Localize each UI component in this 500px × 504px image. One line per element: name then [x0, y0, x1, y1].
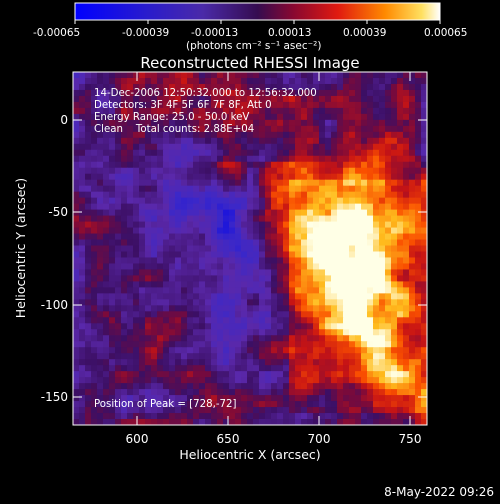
- colorbar-tick-label: 0.00065: [424, 27, 467, 39]
- y-tick-label: -150: [41, 390, 68, 404]
- plot-frame: [72, 71, 428, 426]
- annotation-energy-range: Energy Range: 25.0 - 50.0 keV: [94, 112, 249, 123]
- colorbar: [74, 2, 441, 21]
- axis-ticks: [73, 72, 427, 425]
- x-tick-label: 750: [399, 432, 422, 446]
- footer-date: 8-May-2022 09:26: [384, 485, 494, 499]
- colorbar-tick-label: -0.00013: [191, 27, 238, 39]
- x-tick-label: 600: [126, 432, 149, 446]
- colorbar-ticks: [74, 20, 441, 24]
- peak-position-label: Position of Peak = [728,-72]: [94, 399, 236, 410]
- colorbar-tick-label: 0.00013: [268, 27, 311, 39]
- annotation-time-range: 14-Dec-2006 12:50:32.000 to 12:56:32.000: [94, 88, 317, 99]
- heatmap-image: [73, 72, 427, 425]
- colorbar-tick-label: -0.00039: [122, 27, 169, 39]
- annotation-detectors: Detectors: 3F 4F 5F 6F 7F 8F, Att 0: [94, 100, 272, 111]
- x-axis-label: Heliocentric X (arcsec): [179, 447, 320, 462]
- colorbar-tick-label: 0.00039: [343, 27, 386, 39]
- y-tick-label: 0: [60, 113, 68, 127]
- colorbar-unit-label: (photons cm⁻² s⁻¹ asec⁻²): [186, 40, 321, 52]
- y-axis-label: Heliocentric Y (arcsec): [13, 178, 28, 318]
- plot-title: Reconstructed RHESSI Image: [140, 54, 359, 72]
- annotation-counts: Clean Total counts: 2.88E+04: [94, 124, 254, 135]
- x-tick-label: 700: [308, 432, 331, 446]
- y-tick-label: -50: [48, 205, 68, 219]
- x-tick-label: 650: [217, 432, 240, 446]
- y-tick-label: -100: [41, 298, 68, 312]
- colorbar-tick-label: -0.00065: [33, 27, 80, 39]
